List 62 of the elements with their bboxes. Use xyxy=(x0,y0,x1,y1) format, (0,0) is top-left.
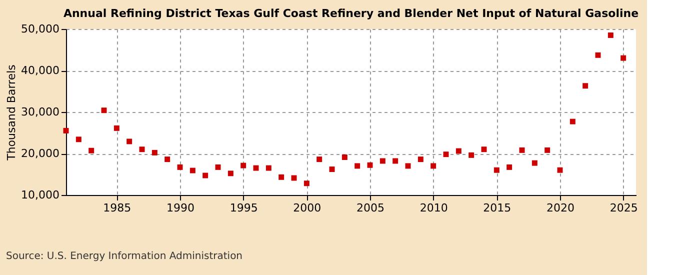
point xyxy=(228,170,234,176)
point xyxy=(190,168,196,174)
point xyxy=(342,154,348,160)
y-tick-label: 40,000 xyxy=(21,64,60,77)
point xyxy=(253,165,259,171)
point xyxy=(456,148,462,154)
x-tick-label: 2025 xyxy=(610,202,638,214)
point xyxy=(380,158,386,164)
point xyxy=(443,152,449,158)
point xyxy=(405,163,411,169)
point xyxy=(481,146,487,152)
x-tick-label: 2005 xyxy=(356,202,384,214)
point xyxy=(418,156,424,162)
point xyxy=(557,167,563,173)
point xyxy=(164,156,170,162)
point xyxy=(519,147,525,153)
x-tick-label: 2020 xyxy=(546,202,574,214)
point xyxy=(620,55,626,61)
point xyxy=(278,174,284,180)
point xyxy=(392,158,398,164)
y-tick-label: 50,000 xyxy=(21,22,60,36)
x-tick-label: 2000 xyxy=(293,202,322,214)
point xyxy=(101,108,107,114)
y-tick-label: 10,000 xyxy=(21,188,60,202)
y-axis-title: Thousand Barrels xyxy=(5,64,18,162)
point xyxy=(582,83,588,89)
x-tick-label: 1985 xyxy=(103,202,132,214)
point xyxy=(468,152,474,158)
point xyxy=(152,150,158,156)
point xyxy=(506,164,512,170)
point xyxy=(329,166,335,172)
point xyxy=(177,164,183,170)
source-note: Source: U.S. Energy Information Administration xyxy=(6,251,243,262)
point xyxy=(494,167,500,173)
point xyxy=(76,136,82,142)
point xyxy=(367,162,373,168)
point xyxy=(316,156,322,162)
point xyxy=(88,148,94,154)
point xyxy=(240,162,246,168)
point xyxy=(291,175,297,181)
x-tick-label: 2015 xyxy=(483,202,512,214)
x-tick-label: 2010 xyxy=(420,202,448,214)
y-tick-label: 20,000 xyxy=(21,147,60,160)
x-tick-label: 1990 xyxy=(166,202,194,214)
point xyxy=(570,118,576,124)
point xyxy=(126,138,132,144)
point xyxy=(595,52,601,58)
y-tick-label: 30,000 xyxy=(21,106,60,118)
point xyxy=(114,125,120,131)
point xyxy=(202,172,208,178)
x-tick-label: 1995 xyxy=(230,202,258,214)
point xyxy=(266,165,272,171)
point xyxy=(304,180,310,186)
point xyxy=(532,160,538,166)
point xyxy=(430,163,436,169)
point xyxy=(354,163,360,169)
point xyxy=(215,164,221,170)
point xyxy=(544,147,550,153)
point xyxy=(63,128,69,134)
chart-title: Annual Refining District Texas Gulf Coast Refinery and Blender Net Input of Natural Gasoline xyxy=(63,7,639,20)
point xyxy=(608,32,614,38)
point xyxy=(139,146,145,152)
